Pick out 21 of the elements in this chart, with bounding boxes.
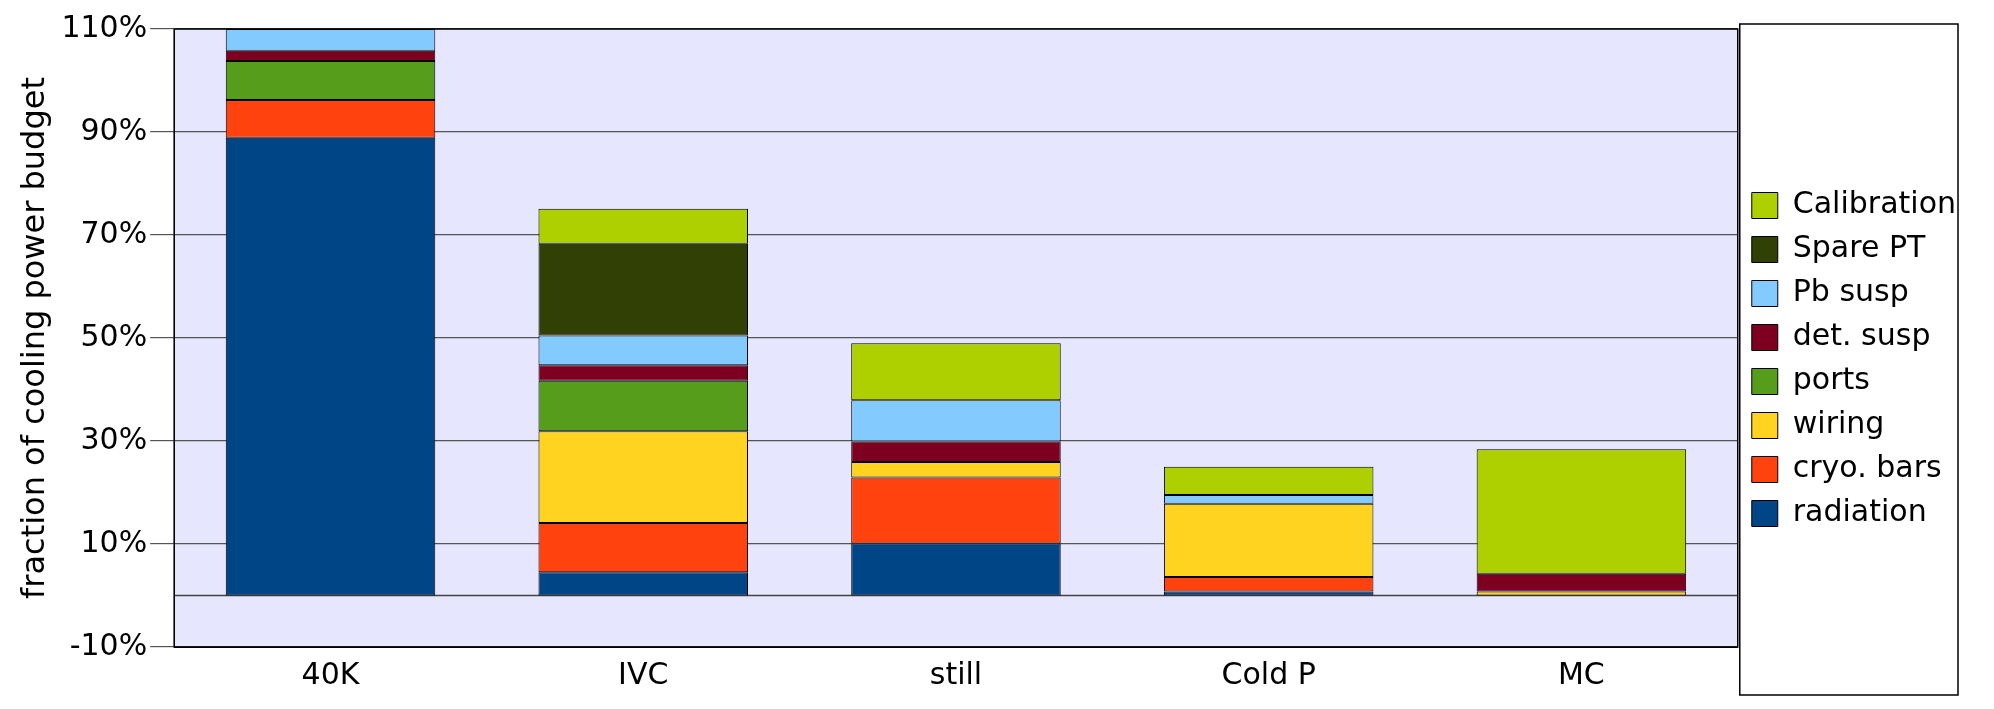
legend-label: Calibration xyxy=(1792,185,1957,221)
y-tick-label: 70% xyxy=(80,214,148,250)
x-tick-label: Cold P xyxy=(1221,655,1316,691)
legend-label: Pb susp xyxy=(1792,273,1909,309)
y-axis-title: fraction of cooling power budget xyxy=(13,77,52,599)
y-tick-label: 110% xyxy=(61,8,148,44)
y-tick-label: 90% xyxy=(80,111,148,147)
legend-label: Spare PT xyxy=(1792,229,1926,265)
y-tick-label: 50% xyxy=(80,317,148,353)
x-tick-label: still xyxy=(929,655,983,691)
legend-label: wiring xyxy=(1792,405,1885,441)
y-tick-label: 30% xyxy=(80,420,148,456)
legend-label: det. susp xyxy=(1792,317,1931,353)
y-tick-label: 10% xyxy=(80,523,148,559)
legend-label: radiation xyxy=(1792,493,1927,529)
x-tick-label: 40K xyxy=(301,655,361,691)
y-tick-label: -10% xyxy=(69,626,148,662)
legend-label: cryo. bars xyxy=(1792,449,1942,485)
legend-label: ports xyxy=(1792,361,1870,397)
x-tick-label: IVC xyxy=(618,655,669,691)
x-tick-label: MC xyxy=(1557,655,1605,691)
